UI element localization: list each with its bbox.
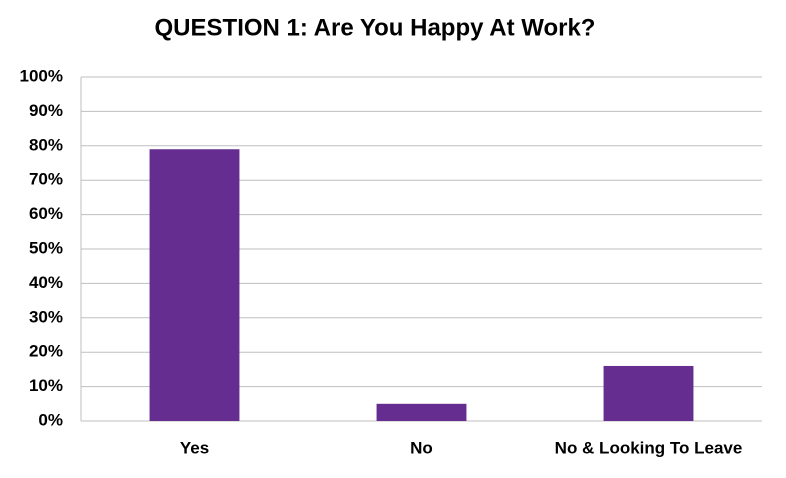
x-tick-label: No & Looking To Leave <box>555 438 743 457</box>
y-tick-label: 40% <box>29 273 63 292</box>
bar <box>603 365 694 421</box>
y-tick-label: 100% <box>20 66 63 85</box>
x-tick-label: No <box>410 438 433 457</box>
x-tick-label: Yes <box>180 438 209 457</box>
y-tick-label: 30% <box>29 307 63 326</box>
y-tick-label: 60% <box>29 204 63 223</box>
y-tick-label: 50% <box>29 238 63 257</box>
bar <box>376 403 467 421</box>
chart-title: QUESTION 1: Are You Happy At Work? <box>155 14 596 41</box>
y-tick-label: 80% <box>29 135 63 154</box>
bar <box>149 149 240 422</box>
y-tick-label: 0% <box>38 410 63 429</box>
y-tick-label: 10% <box>29 376 63 395</box>
y-tick-label: 90% <box>29 101 63 120</box>
y-tick-label: 70% <box>29 170 63 189</box>
y-tick-label: 20% <box>29 342 63 361</box>
